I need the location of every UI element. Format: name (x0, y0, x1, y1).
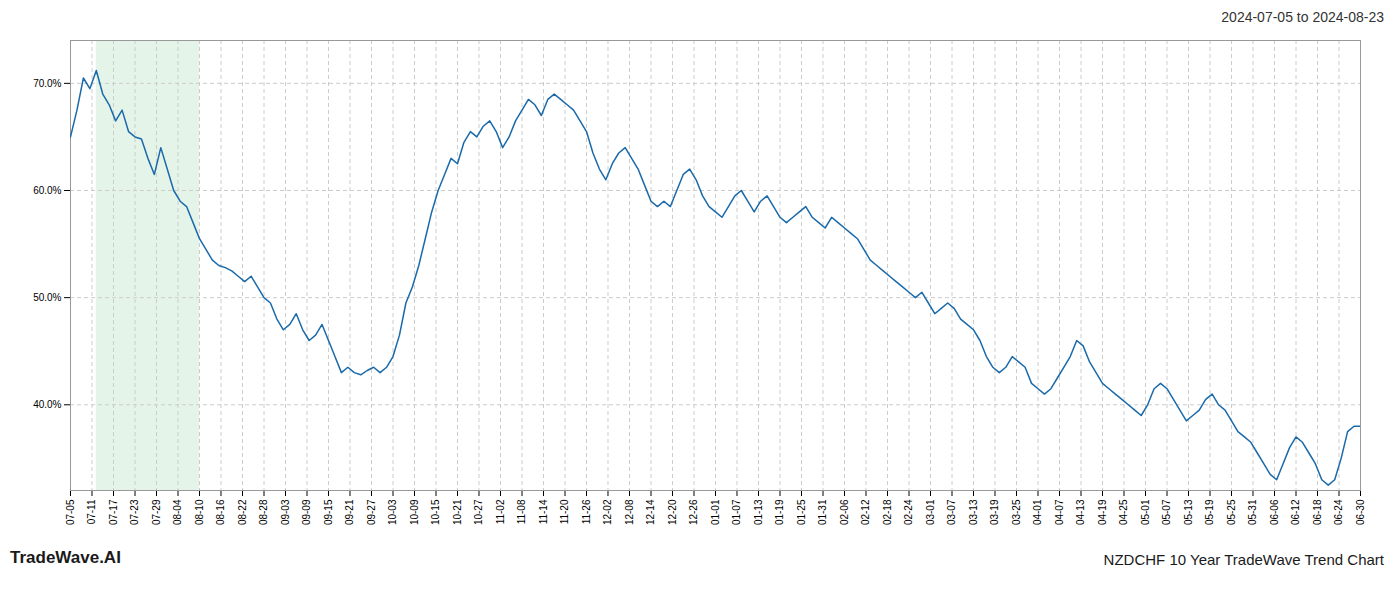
svg-text:04-13: 04-13 (1075, 499, 1086, 525)
svg-text:06-12: 06-12 (1290, 499, 1301, 525)
svg-text:03-07: 03-07 (946, 499, 957, 525)
svg-text:07-29: 07-29 (151, 499, 162, 525)
svg-text:02-12: 02-12 (860, 499, 871, 525)
svg-text:10-09: 10-09 (409, 499, 420, 525)
html-text:NZDCHF 10 Year TradeWave Trend: NZDCHF 10 Year TradeWave Trend Chart (1103, 551, 1384, 568)
svg-text:11-26: 11-26 (581, 499, 592, 524)
svg-text:01-25: 01-25 (796, 499, 807, 525)
svg-text:03-25: 03-25 (1011, 499, 1022, 525)
svg-text:05-25: 05-25 (1226, 499, 1237, 525)
svg-text:11-02: 11-02 (495, 499, 506, 524)
svg-text:01-31: 01-31 (817, 499, 828, 525)
svg-text:02-18: 02-18 (882, 499, 893, 525)
svg-text:05-07: 05-07 (1161, 499, 1172, 525)
svg-text:09-15: 09-15 (323, 499, 334, 525)
svg-text:06-30: 06-30 (1355, 499, 1366, 525)
svg-text:12-14: 12-14 (645, 499, 656, 525)
svg-text:08-16: 08-16 (215, 499, 226, 525)
svg-text:05-19: 05-19 (1204, 499, 1215, 525)
svg-text:40.0%: 40.0% (33, 399, 61, 410)
svg-text:08-04: 08-04 (172, 499, 183, 525)
svg-text:12-26: 12-26 (688, 499, 699, 525)
svg-text:10-27: 10-27 (473, 499, 484, 525)
svg-text:11-20: 11-20 (559, 499, 570, 524)
svg-text:05-13: 05-13 (1183, 499, 1194, 525)
svg-text:01-19: 01-19 (774, 499, 785, 525)
svg-text:07-11: 07-11 (86, 499, 97, 524)
svg-text:12-02: 12-02 (602, 499, 613, 525)
svg-text:06-24: 06-24 (1333, 499, 1344, 525)
html-text:TradeWave.AI: TradeWave.AI (10, 548, 121, 567)
svg-text:05-01: 05-01 (1140, 499, 1151, 525)
svg-text:05-31: 05-31 (1247, 499, 1258, 525)
svg-text:09-27: 09-27 (366, 499, 377, 525)
svg-text:50.0%: 50.0% (33, 292, 61, 303)
svg-text:09-09: 09-09 (301, 499, 312, 525)
svg-text:01-07: 01-07 (731, 499, 742, 525)
svg-text:11-14: 11-14 (538, 499, 549, 524)
svg-text:03-01: 03-01 (925, 499, 936, 525)
svg-text:01-13: 01-13 (753, 499, 764, 525)
svg-text:08-22: 08-22 (237, 499, 248, 525)
svg-text:04-01: 04-01 (1032, 499, 1043, 525)
html-text:2024-07-05 to 2024-08-23: 2024-07-05 to 2024-08-23 (1221, 9, 1384, 25)
svg-text:03-19: 03-19 (989, 499, 1000, 525)
svg-text:04-19: 04-19 (1097, 499, 1108, 525)
svg-text:07-05: 07-05 (65, 499, 76, 525)
svg-text:02-24: 02-24 (903, 499, 914, 525)
svg-text:08-10: 08-10 (194, 499, 205, 525)
svg-text:04-07: 04-07 (1054, 499, 1065, 525)
svg-text:02-06: 02-06 (839, 499, 850, 525)
svg-text:06-06: 06-06 (1269, 499, 1280, 525)
svg-text:10-15: 10-15 (430, 499, 441, 525)
svg-text:12-20: 12-20 (667, 499, 678, 525)
svg-text:60.0%: 60.0% (33, 185, 61, 196)
svg-text:10-21: 10-21 (452, 499, 463, 525)
svg-text:07-17: 07-17 (108, 499, 119, 525)
svg-text:03-13: 03-13 (968, 499, 979, 525)
svg-text:04-25: 04-25 (1118, 499, 1129, 525)
svg-text:07-23: 07-23 (129, 499, 140, 525)
svg-text:70.0%: 70.0% (33, 78, 61, 89)
svg-text:01-01: 01-01 (710, 499, 721, 525)
svg-text:11-08: 11-08 (516, 499, 527, 524)
svg-text:09-21: 09-21 (344, 499, 355, 525)
svg-text:09-03: 09-03 (280, 499, 291, 525)
svg-text:08-28: 08-28 (258, 499, 269, 525)
svg-text:06-18: 06-18 (1312, 499, 1323, 525)
svg-text:10-03: 10-03 (387, 499, 398, 525)
svg-text:12-08: 12-08 (624, 499, 635, 525)
